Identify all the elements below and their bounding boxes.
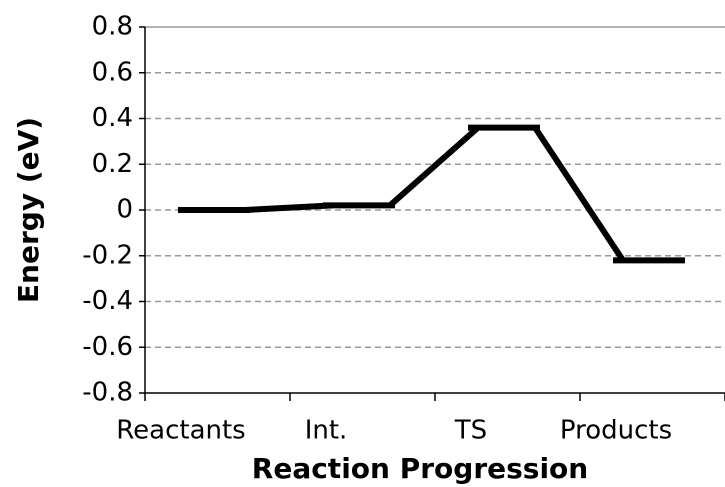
y-tick-label: -0.4 [82, 286, 133, 316]
y-tick-label: -0.2 [82, 240, 133, 270]
y-tick-label: 0.6 [92, 57, 133, 87]
x-axis-title: Reaction Progression [252, 452, 588, 485]
x-tick-label: TS [454, 416, 487, 446]
y-tick-label: 0.4 [92, 103, 133, 133]
x-tick-label: Products [560, 416, 672, 446]
y-tick-label: 0.2 [92, 149, 133, 179]
connector [535, 128, 623, 261]
y-tick-label: -0.8 [82, 378, 133, 408]
chart: Reaction Progression Energy (eV) -0.8 -0.… [0, 0, 725, 487]
y-tick-label: 0 [116, 195, 133, 225]
y-tick-label: 0.8 [92, 12, 133, 42]
x-tick-label: Int. [305, 416, 348, 446]
y-tick-label: -0.6 [82, 332, 133, 362]
y-axis-title: Energy (eV) [12, 117, 45, 303]
connector [390, 128, 478, 206]
x-tick-label: Reactants [116, 416, 245, 446]
